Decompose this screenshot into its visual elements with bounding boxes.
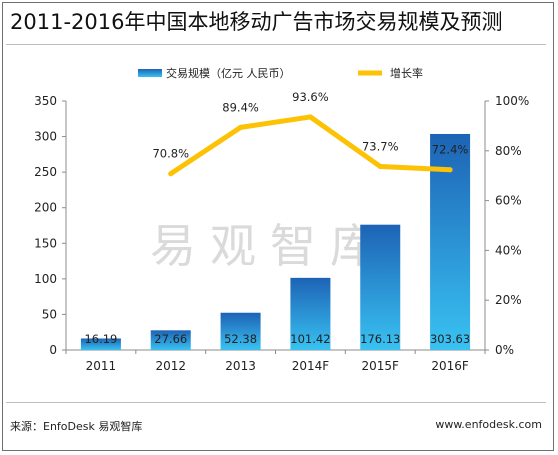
bar-value-label: 27.66 [154,332,187,346]
growth-value-label: 70.8% [152,147,189,161]
bar [220,312,261,350]
growth-value-label: 89.4% [222,100,259,114]
x-tick-label: 2014F [292,359,330,373]
y-right-tick-label: 100% [495,94,529,108]
growth-point [447,167,453,173]
bar-value-label: 303.63 [430,332,470,346]
bar-value-label: 176.13 [360,332,400,346]
growth-value-label: 93.6% [292,90,329,104]
y-right-tick-label: 60% [495,194,522,208]
legend-bar-swatch [138,69,162,77]
website-url: www.enfodesk.com [435,418,542,431]
bar [360,224,401,350]
chart-title: 2011-2016年中国本地移动广告市场交易规模及预测 [10,10,503,34]
title-divider [6,44,546,45]
bar [80,338,121,350]
growth-point [307,114,313,120]
growth-line-path [168,114,453,177]
legend-bar-label: 交易规模（亿元 人民币） [166,66,291,80]
y-left-tick-label: 50 [42,307,57,321]
bar-value-label: 16.19 [84,332,117,346]
y-left-tick-label: 350 [34,94,57,108]
growth-value-label: 72.4% [432,143,469,157]
axes: 0 50 100 150 200 250 300 350 0% 20% 40% 60% 80% 100% 2… [34,94,529,373]
bar-value-label: 52.38 [224,332,257,346]
growth-point [238,124,244,130]
growth-line: 70.8% 89.4% 93.6% 73.7% 72.4% [152,90,469,177]
source-note: 来源：EnfoDesk 易观智库 [10,420,143,433]
y-right-tick-label: 80% [495,144,522,158]
y-left-tick-label: 0 [49,343,57,357]
y-left-tick-label: 200 [34,201,57,215]
growth-point [377,163,383,169]
y-right-tick-label: 0% [495,343,514,357]
y-left-tick-label: 300 [34,130,57,144]
y-right-tick-label: 40% [495,243,522,257]
bar [430,133,471,350]
x-tick-label: 2011 [86,359,117,373]
y-left-tick-label: 150 [34,236,57,250]
bar [150,330,191,350]
x-tick-label: 2015F [362,359,400,373]
y-right-tick-label: 20% [495,293,522,307]
x-tick-label: 2013 [225,359,256,373]
legend-line-label: 增长率 [390,66,423,80]
growth-value-label: 73.7% [362,139,399,153]
watermark: 易观智库 [150,219,390,273]
footer-divider [6,402,546,403]
x-tick-label: 2016F [431,359,469,373]
bar [290,277,331,350]
bar-value-label: 101.42 [290,332,330,346]
x-tick-label: 2012 [155,359,186,373]
y-left-tick-label: 250 [34,165,57,179]
growth-point [168,171,174,177]
y-left-tick-label: 100 [34,272,57,286]
legend: 交易规模（亿元 人民币） 增长率 [138,66,423,80]
